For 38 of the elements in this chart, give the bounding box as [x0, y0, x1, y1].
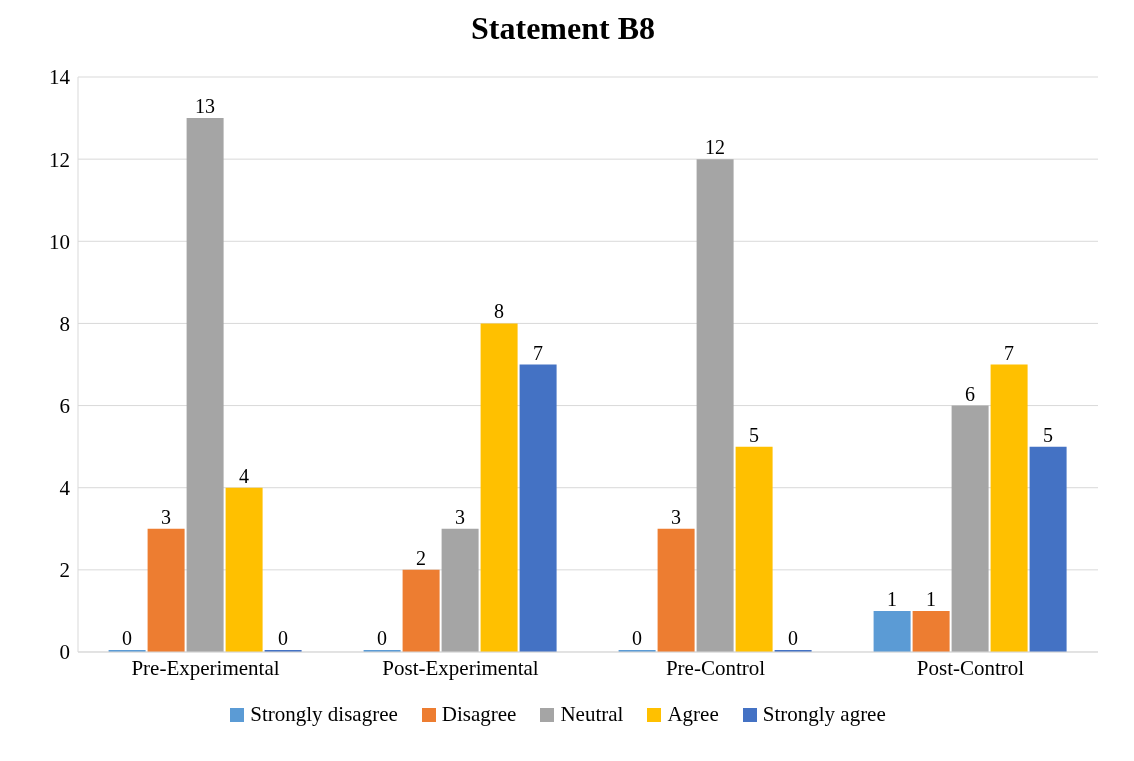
data-label: 2 [416, 546, 427, 569]
data-label: 8 [494, 300, 505, 323]
data-label: 0 [632, 627, 643, 649]
data-label: 1 [926, 587, 937, 610]
data-label: 6 [965, 382, 976, 405]
data-label: 3 [455, 505, 466, 528]
y-tick-label: 2 [59, 558, 70, 583]
data-label: 5 [1043, 423, 1054, 446]
x-tick-label: Pre-Control [665, 655, 766, 680]
legend-label: Strongly agree [761, 702, 886, 727]
data-label: 0 [377, 627, 388, 649]
legend-label: Neutral [559, 702, 624, 727]
data-label: 3 [161, 505, 172, 528]
x-tick-label: Post-Experimental [382, 655, 539, 680]
y-tick-label: 4 [59, 476, 71, 501]
y-tick-label: 10 [49, 229, 70, 254]
data-label: 0 [122, 627, 133, 649]
y-tick-label: 8 [59, 311, 70, 336]
legend-label: Agree [666, 702, 719, 727]
legend-label: Strongly disagree [249, 702, 398, 727]
y-tick-label: 12 [49, 147, 70, 172]
y-tick-label: 6 [59, 394, 70, 419]
data-label: 7 [533, 341, 544, 364]
data-label: 5 [749, 423, 760, 446]
x-tick-label: Pre-Experimental [131, 655, 280, 680]
data-label: 12 [705, 136, 726, 159]
chart-title: Statement B8 [470, 10, 656, 47]
x-tick-label: Post-Control [916, 655, 1025, 680]
data-label: 4 [239, 464, 250, 487]
y-tick-label: 14 [49, 65, 71, 90]
y-tick-label: 0 [59, 640, 70, 665]
data-label: 0 [278, 627, 289, 649]
data-label: 3 [671, 505, 682, 528]
data-label: 0 [788, 627, 799, 649]
legend-label: Disagree [440, 702, 517, 727]
data-label: 1 [887, 587, 898, 610]
data-label: 7 [1004, 341, 1015, 364]
data-label: 13 [195, 95, 216, 118]
